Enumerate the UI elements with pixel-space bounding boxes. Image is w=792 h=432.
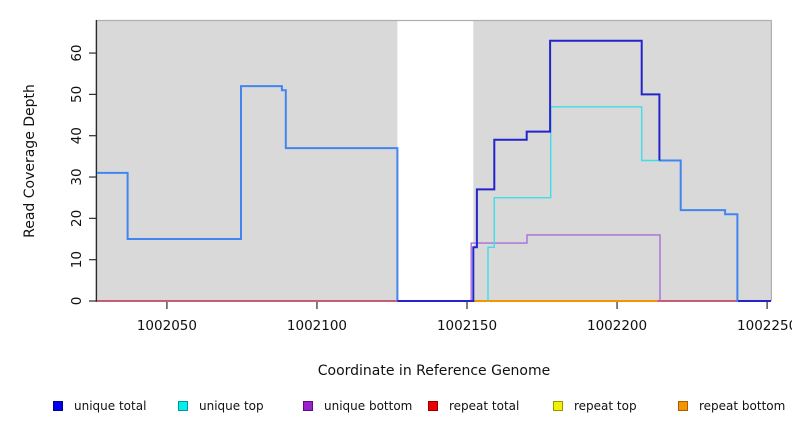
series-total-coverage-right (659, 159, 771, 302)
legend-item-repeat-top: repeat top (553, 399, 678, 413)
x-tick-label: 1002250 (737, 318, 792, 334)
legend-label: repeat top (574, 399, 637, 413)
legend: unique total unique top unique bottom repea… (53, 399, 792, 413)
legend-label: unique top (199, 399, 264, 413)
x-tick-label: 1002100 (287, 318, 347, 334)
legend-label: repeat bottom (699, 399, 786, 413)
legend-swatch-icon (678, 401, 688, 411)
x-tick-label: 1002200 (587, 318, 647, 334)
legend-swatch-icon (53, 401, 63, 411)
y-tick-label: 50 (69, 86, 85, 103)
series-unique-bottom (470, 234, 661, 301)
legend-swatch-icon (303, 401, 313, 411)
legend-item-repeat-bottom: repeat bottom (678, 399, 792, 413)
y-tick-label: 30 (69, 168, 85, 185)
y-tick-label: 60 (69, 44, 85, 61)
legend-label: repeat total (449, 399, 520, 413)
legend-label: unique total (74, 399, 147, 413)
legend-swatch-icon (553, 401, 563, 411)
legend-item-unique-bottom: unique bottom (303, 399, 428, 413)
coverage-chart: 1002050 1002100 1002150 1002200 1002250 0 10 20… (69, 19, 792, 334)
legend-item-unique-total: unique total (53, 399, 178, 413)
legend-label: unique bottom (324, 399, 413, 413)
legend-item-repeat-total: repeat total (428, 399, 553, 413)
x-tick-label: 1002150 (437, 318, 497, 334)
y-tick-label: 20 (69, 210, 85, 227)
y-axis-label: Read Coverage Depth (22, 84, 38, 238)
x-tick-label: 1002050 (137, 318, 197, 334)
masked-region (397, 21, 474, 300)
series-unique-top (487, 106, 660, 301)
x-axis-label: Coordinate in Reference Genome (317, 363, 551, 379)
legend-item-unique-top: unique top (178, 399, 303, 413)
y-tick-label: 10 (69, 251, 85, 268)
series-total-coverage-left (97, 85, 399, 301)
y-tick-label: 0 (69, 297, 85, 306)
y-tick-label: 40 (69, 127, 85, 144)
legend-swatch-icon (178, 401, 188, 411)
series-unique-total (397, 39, 661, 302)
legend-swatch-icon (428, 401, 438, 411)
